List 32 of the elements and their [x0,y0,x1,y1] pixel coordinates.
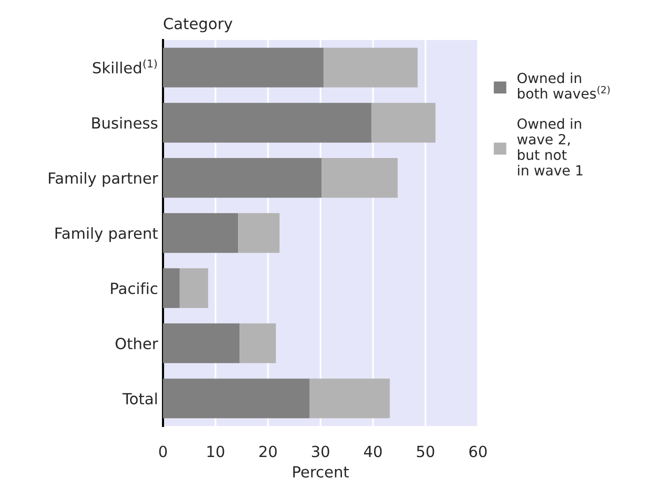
x-tick-label: 60 [469,446,487,458]
x-axis-title: Percent [293,466,349,478]
bar [322,158,398,198]
x-tick-label: 40 [364,446,382,458]
y-tick-label: Total [122,392,157,404]
legend-label: Owned in wave 2, but not in wave 1 [517,118,582,176]
bar [163,158,322,198]
y-axis-title: Category [164,18,232,32]
x-tick-label: 30 [312,446,330,458]
y-tick-label: Pacific [111,282,158,294]
bar [238,213,280,253]
x-tick-label: 0 [159,446,167,458]
bar [240,323,276,364]
x-tick-label: 20 [259,446,277,458]
y-tick-label: Skilled$^{(1)}$ [92,59,157,74]
bar [324,48,418,88]
x-tick-label: 10 [207,446,224,458]
bar [163,213,238,253]
bar [163,102,372,143]
y-tick-label: Business [92,116,158,129]
bar [163,48,324,88]
bar [371,102,436,143]
x-tick-label: 50 [416,446,434,458]
bar [163,323,240,364]
bar [163,268,180,308]
bar [180,268,208,308]
bar [163,378,310,418]
y-tick-label: Other [116,337,158,350]
bar [309,378,390,418]
legend-label: Owned in both waves$^{(2)}$ [518,72,610,99]
y-tick-label: Family parent [56,227,158,242]
y-tick-label: Family partner [48,172,158,187]
